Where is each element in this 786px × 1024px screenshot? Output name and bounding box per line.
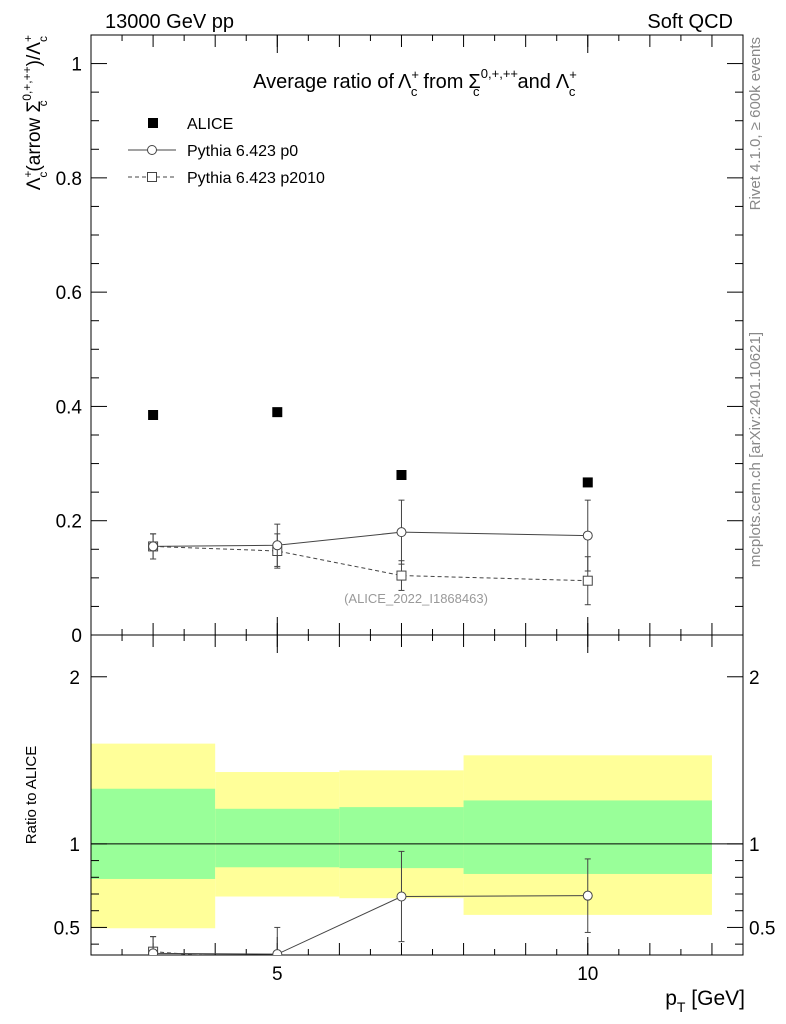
analysis-watermark: (ALICE_2022_I1868463) — [344, 591, 488, 606]
ratio-y-axis-label: Ratio to ALICE — [23, 746, 40, 844]
energy-label: 13000 GeV pp — [105, 11, 234, 33]
legend: ALICE Pythia 6.423 p0 Pythia 6.423 p2010 — [128, 116, 325, 187]
band-inner-0 — [91, 788, 216, 879]
ratio-plot-data — [148, 850, 593, 982]
chart-title: Average ratio of Λ+ c from Σ0,+,++ c and Λ+ c — [253, 66, 577, 99]
y-tick-label-right: 2 — [749, 668, 760, 689]
y-tick-label: 2 — [69, 668, 80, 689]
y-tick-label: 0.8 — [56, 169, 82, 190]
data-point-p0 — [148, 948, 159, 955]
data-point-p0 — [148, 541, 159, 552]
series-line — [153, 531, 588, 547]
series-line — [153, 545, 588, 582]
main-plot-data — [148, 407, 593, 606]
main-axis-ticks: 0 0.2 0.4 0.6 0.8 1 — [56, 34, 744, 647]
data-point-alice — [582, 477, 593, 488]
data-point-p0 — [396, 891, 407, 902]
band-inner-1 — [215, 808, 340, 868]
x-tick-label: 5 — [272, 964, 283, 985]
data-point-alice — [396, 470, 407, 480]
legend-p0-marker — [147, 145, 157, 155]
y-tick-label-right: 1 — [749, 835, 760, 856]
data-point-p0 — [272, 540, 283, 551]
series-line — [153, 951, 206, 955]
data-point-alice — [148, 410, 159, 420]
data-point-p2010 — [582, 575, 593, 586]
legend-alice-marker — [148, 118, 158, 128]
main-y-axis-label: Λ+c(arrow Σ0,+,++c)/Λ+c — [20, 35, 50, 190]
y-tick-label: 1 — [69, 835, 80, 856]
y-tick-label: 0 — [71, 626, 82, 647]
ratio-plot-frame — [90, 634, 744, 956]
data-point-p0 — [582, 890, 593, 901]
y-tick-label: 0.5 — [54, 918, 80, 939]
data-point-p2010 — [396, 570, 407, 581]
y-tick-label-right: 0.5 — [749, 918, 775, 939]
y-tick-label: 1 — [71, 55, 82, 76]
data-point-p2010 — [397, 973, 406, 982]
x-axis-label: pT [GeV] — [665, 987, 745, 1015]
data-point-p0 — [272, 949, 283, 955]
legend-p0-label: Pythia 6.423 p0 — [187, 143, 298, 160]
x-tick-label: 10 — [577, 964, 598, 985]
data-point-p0 — [396, 527, 407, 538]
y-tick-label: 0.2 — [56, 512, 82, 533]
data-point-alice — [272, 407, 283, 418]
process-label: Soft QCD — [647, 11, 733, 33]
legend-p2010-marker — [147, 172, 157, 182]
mcplots-label: mcplots.cern.ch [arXiv:2401.10621] — [747, 332, 764, 567]
legend-alice-label: ALICE — [187, 116, 233, 133]
y-tick-label: 0.6 — [56, 283, 82, 304]
series-line — [153, 895, 588, 955]
data-point-p0 — [582, 530, 593, 541]
rivet-version-label: Rivet 4.1.0, ≥ 600k events — [747, 37, 764, 210]
y-tick-label: 0.4 — [56, 397, 83, 418]
legend-p2010-label: Pythia 6.423 p2010 — [187, 170, 325, 187]
